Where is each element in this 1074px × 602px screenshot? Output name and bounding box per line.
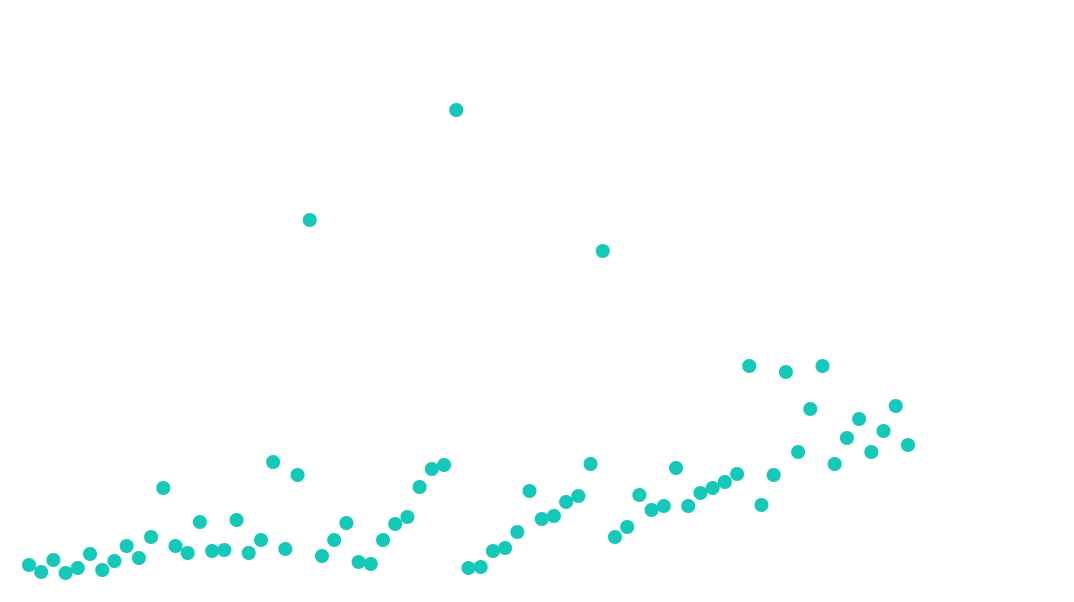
- point: [339, 516, 354, 530]
- point: [644, 503, 659, 517]
- point: [705, 481, 720, 495]
- point: [583, 457, 598, 471]
- point: [461, 561, 476, 575]
- point: [498, 541, 513, 555]
- point: [742, 359, 757, 373]
- point: [205, 544, 220, 558]
- point: [669, 461, 684, 475]
- point: [595, 244, 610, 258]
- point: [400, 510, 415, 524]
- point: [632, 488, 647, 502]
- point: [412, 480, 427, 494]
- point: [791, 445, 806, 459]
- point: [888, 399, 903, 413]
- point: [131, 551, 146, 565]
- point: [144, 530, 159, 544]
- point: [522, 484, 537, 498]
- point: [681, 499, 696, 513]
- point: [351, 555, 366, 569]
- point: [437, 458, 452, 472]
- point: [473, 560, 488, 574]
- point: [852, 412, 867, 426]
- point: [241, 546, 256, 560]
- point: [815, 359, 830, 373]
- point: [754, 498, 769, 512]
- point: [559, 495, 574, 509]
- point: [58, 566, 73, 580]
- point: [803, 402, 818, 416]
- point: [363, 557, 378, 571]
- point: [107, 554, 122, 568]
- point: [327, 533, 342, 547]
- point: [864, 445, 879, 459]
- point: [290, 468, 305, 482]
- point: [839, 431, 854, 445]
- point: [900, 438, 915, 452]
- point: [266, 455, 281, 469]
- point: [620, 520, 635, 534]
- point: [766, 468, 781, 482]
- point: [827, 457, 842, 471]
- point: [83, 547, 98, 561]
- point: [192, 515, 207, 529]
- point: [156, 481, 171, 495]
- point: [180, 546, 195, 560]
- point: [778, 365, 793, 379]
- point: [253, 533, 268, 547]
- point: [70, 561, 85, 575]
- point: [485, 544, 500, 558]
- point: [119, 539, 134, 553]
- point: [229, 513, 244, 527]
- point: [168, 539, 183, 553]
- point: [534, 512, 549, 526]
- point: [217, 543, 232, 557]
- point: [546, 509, 561, 523]
- point: [656, 499, 671, 513]
- point: [693, 486, 708, 500]
- point: [388, 517, 403, 531]
- point: [607, 530, 622, 544]
- point: [95, 563, 110, 577]
- point: [571, 489, 586, 503]
- point: [46, 553, 61, 567]
- point: [314, 549, 329, 563]
- point: [302, 213, 317, 227]
- point: [510, 525, 525, 539]
- point: [424, 462, 439, 476]
- point: [278, 542, 293, 556]
- point: [376, 533, 391, 547]
- point: [876, 424, 891, 438]
- point: [34, 565, 49, 579]
- point: [21, 558, 36, 572]
- point: [717, 475, 732, 489]
- point: [730, 467, 745, 481]
- point: [449, 103, 464, 117]
